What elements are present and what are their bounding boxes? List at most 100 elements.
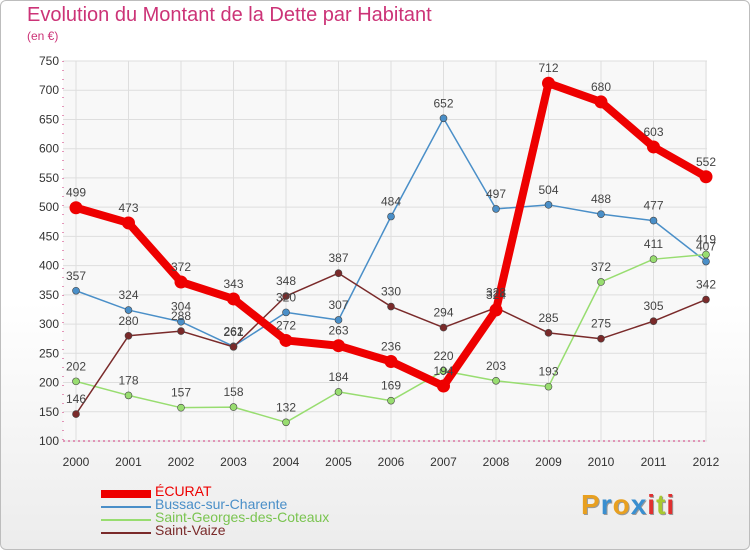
data-point: [384, 354, 398, 368]
plot-area: [63, 61, 707, 441]
data-point: [334, 269, 343, 278]
x-tick-label: 2010: [588, 455, 615, 469]
data-label: 499: [66, 186, 86, 200]
data-point: [72, 410, 80, 418]
data-label: 288: [171, 309, 191, 323]
y-tick-label: 150: [39, 405, 59, 419]
data-point: [282, 308, 290, 317]
data-point: [544, 329, 553, 337]
legend-label: Saint-Vaize: [155, 522, 226, 538]
legend-swatch: [101, 531, 151, 534]
data-label: 178: [118, 373, 138, 387]
data-label: 169: [381, 379, 401, 393]
data-point: [439, 114, 448, 123]
y-tick-label: 350: [39, 288, 59, 302]
y-tick-label: 600: [39, 142, 59, 156]
logo-letter: i: [666, 489, 676, 520]
data-point: [124, 306, 133, 314]
data-point: [387, 212, 395, 221]
x-tick-label: 2007: [430, 455, 457, 469]
data-point: [437, 379, 450, 393]
data-label: 357: [66, 269, 86, 283]
data-label: 372: [591, 260, 611, 274]
data-point: [702, 257, 710, 266]
data-point: [332, 339, 345, 353]
data-point: [177, 327, 185, 335]
data-point: [492, 205, 500, 213]
data-point: [649, 216, 658, 225]
data-point: [594, 95, 608, 109]
data-label: 194: [433, 364, 453, 378]
data-label: 603: [643, 125, 663, 139]
x-tick-label: 2001: [115, 455, 142, 469]
data-label: 146: [66, 392, 86, 406]
y-tick-label: 500: [39, 200, 59, 214]
legend-swatch: [101, 505, 151, 508]
data-point: [174, 275, 188, 289]
data-point: [489, 303, 503, 317]
data-point: [177, 317, 185, 326]
data-label: 158: [223, 385, 243, 399]
data-label: 203: [486, 359, 506, 373]
data-point: [597, 210, 605, 218]
data-label: 285: [538, 311, 558, 325]
data-label: 680: [591, 80, 611, 94]
data-point: [279, 333, 293, 347]
x-tick-label: 2006: [378, 455, 405, 469]
data-label: 504: [538, 183, 558, 197]
data-label: 473: [118, 201, 138, 215]
data-label: 193: [538, 365, 558, 379]
data-label: 305: [643, 299, 663, 313]
data-label: 387: [328, 251, 348, 265]
data-point: [177, 403, 185, 412]
data-label: 488: [591, 192, 611, 206]
data-point: [282, 292, 290, 300]
data-point: [122, 216, 135, 230]
data-label: 497: [486, 187, 506, 201]
x-tick-label: 2011: [641, 455, 667, 469]
y-tick-label: 300: [39, 317, 59, 331]
data-label: 407: [696, 240, 716, 254]
data-point: [649, 317, 658, 325]
data-label: 411: [644, 237, 663, 251]
data-point: [124, 391, 133, 400]
data-label: 263: [328, 324, 348, 338]
data-label: 236: [381, 339, 401, 353]
logo-letter: t: [656, 489, 667, 520]
data-point: [544, 382, 553, 391]
data-label: 304: [171, 300, 191, 314]
data-label: 372: [171, 260, 191, 274]
data-point: [439, 367, 448, 375]
x-tick-label: 2012: [693, 455, 720, 469]
data-label: 348: [276, 274, 296, 288]
data-point: [124, 331, 133, 340]
data-label: 294: [433, 306, 453, 320]
data-label: 261: [223, 325, 243, 339]
legend-swatch: [101, 518, 151, 521]
data-point: [72, 377, 80, 386]
data-label: 280: [118, 314, 138, 328]
chart-title: Evolution du Montant de la Dette par Hab…: [27, 4, 432, 26]
x-tick-label: 2002: [168, 455, 195, 469]
x-tick-label: 2000: [63, 455, 90, 469]
logo-letter: x: [630, 489, 648, 520]
data-label: 330: [381, 285, 401, 299]
data-point: [544, 201, 553, 209]
data-point: [227, 292, 240, 306]
data-label: 328: [486, 286, 506, 300]
chart-subtitle: (en €): [27, 29, 59, 43]
y-tick-label: 700: [39, 83, 59, 97]
y-tick-label: 400: [39, 259, 59, 273]
data-label: 202: [66, 359, 86, 373]
data-label: 132: [276, 400, 296, 414]
legend-label: Bussac-sur-Charente: [155, 496, 288, 512]
data-point: [649, 255, 658, 263]
data-label: 477: [643, 199, 663, 213]
x-tick-label: 2009: [535, 455, 562, 469]
data-point: [387, 396, 395, 405]
data-label: 157: [171, 386, 191, 400]
data-point: [387, 302, 395, 311]
y-tick-label: 200: [39, 376, 59, 390]
data-point: [597, 334, 605, 343]
logo-letter: r: [600, 489, 613, 520]
